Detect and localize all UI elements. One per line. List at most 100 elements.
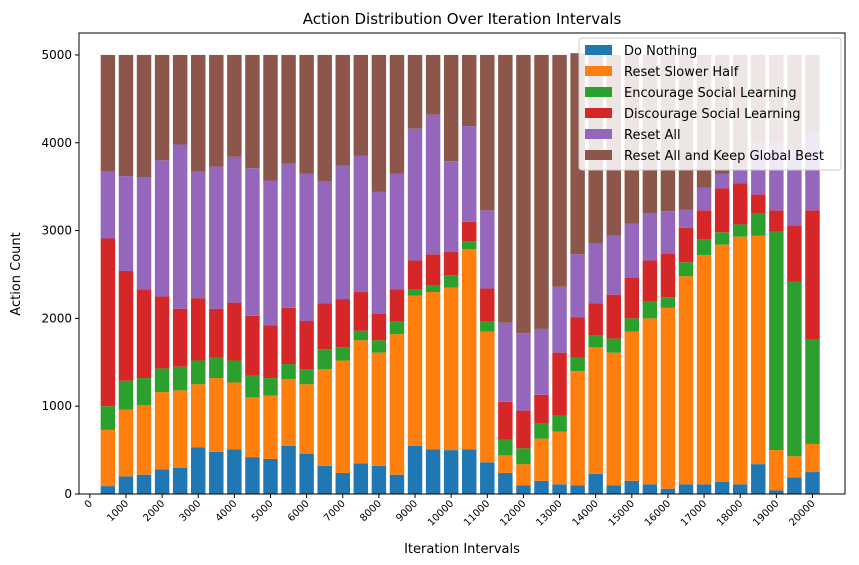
bar-segment-4-12	[317, 181, 332, 304]
bar-segment-1-5	[191, 384, 206, 448]
bar-segment-0-10	[281, 445, 296, 494]
bar-segment-4-29	[624, 223, 640, 278]
x-tick-label: 3000	[178, 498, 204, 524]
bar-segment-0-19	[443, 450, 459, 494]
bar-segment-5-11	[299, 54, 314, 174]
bar-segment-0-25	[552, 484, 567, 494]
bar-segment-5-12	[317, 54, 332, 182]
bar-segment-4-15	[371, 191, 387, 314]
bar-segment-3-6	[209, 308, 224, 358]
bar-segment-3-30	[642, 260, 658, 302]
bar-segment-2-21	[480, 321, 495, 332]
bar-segment-2-35	[732, 224, 748, 237]
bar-segment-5-2	[136, 54, 152, 178]
x-tick-label: 19000	[751, 498, 781, 528]
bar-segment-2-12	[317, 349, 332, 370]
bar-segment-5-3	[154, 54, 170, 161]
bar-segment-3-8	[245, 315, 260, 376]
bar-segment-1-18	[425, 292, 441, 450]
bar-segment-2-10	[281, 364, 296, 379]
bar-segment-3-21	[480, 288, 495, 322]
bar-segment-3-24	[534, 394, 549, 424]
bar-segment-1-3	[154, 392, 170, 470]
bar-segment-3-11	[299, 321, 314, 370]
chart-title: Action Distribution Over Iteration Inter…	[303, 10, 622, 28]
bar-segment-5-9	[263, 54, 278, 181]
bar-segment-1-22	[498, 455, 513, 473]
bar-segment-5-23	[516, 54, 531, 334]
bar-segment-0-38	[787, 477, 802, 494]
bar-segment-3-7	[227, 302, 242, 361]
bar-segment-3-27	[588, 303, 603, 336]
bar-segment-2-23	[516, 448, 531, 465]
bar-segment-0-18	[425, 449, 441, 494]
bar-segment-5-8	[245, 54, 260, 169]
bar-segment-2-34	[714, 232, 730, 245]
legend: Do Nothing Reset Slower Half Encourage Soc…	[578, 37, 842, 171]
bar-segment-5-17	[407, 54, 423, 129]
bar-segment-5-18	[425, 54, 441, 115]
bar-segment-3-19	[443, 251, 459, 276]
bar-segment-2-26	[570, 357, 585, 372]
bar-segment-3-22	[498, 401, 513, 440]
bar-segment-5-25	[552, 54, 567, 287]
bar-segment-3-15	[371, 313, 387, 341]
bar-segment-1-33	[696, 255, 712, 485]
bar-segment-0-8	[245, 457, 260, 494]
bar-segment-0-37	[769, 490, 784, 494]
bar-segment-2-32	[678, 262, 694, 277]
legend-swatch	[585, 45, 612, 55]
bar-segment-5-19	[443, 54, 459, 162]
bar-segment-2-6	[209, 357, 224, 379]
y-tick-label: 1000	[41, 399, 72, 413]
bar-segment-2-8	[245, 375, 260, 398]
bar-segment-5-10	[281, 54, 296, 164]
bar-segment-1-20	[462, 249, 477, 450]
bar-segment-2-33	[696, 239, 712, 256]
bar-segment-1-1	[118, 409, 134, 477]
bar-segment-4-23	[516, 333, 531, 411]
bar-segment-3-34	[714, 188, 730, 233]
legend-label: Reset Slower Half	[624, 65, 739, 80]
bar-segment-4-34	[714, 173, 730, 189]
x-tick-label: 4000	[214, 498, 240, 524]
bar-segment-3-1	[118, 270, 134, 381]
y-ticks: 0 1000 2000 3000 4000 5000	[41, 48, 79, 501]
bar-segment-2-39	[805, 339, 820, 444]
x-ticks: 0 1000 2000 3000 4000 5000 6000 7000 8000 9000 100…	[83, 494, 818, 529]
bar-segment-3-31	[660, 253, 676, 298]
bar-segment-2-7	[227, 360, 242, 383]
bar-segment-2-1	[118, 380, 134, 410]
bar-segment-0-24	[534, 480, 549, 494]
x-tick-label: 12000	[498, 498, 528, 528]
bar-segment-5-4	[172, 54, 188, 145]
bar-segment-4-9	[263, 180, 278, 326]
legend-label: Encourage Social Learning	[624, 86, 797, 101]
y-tick-label: 2000	[41, 311, 72, 325]
bar-segment-5-24	[534, 54, 549, 329]
bar-segment-2-27	[588, 335, 603, 348]
bar-segment-4-17	[407, 128, 423, 261]
bar-segment-4-13	[335, 165, 350, 300]
bar-segment-5-15	[371, 54, 387, 192]
bar-segment-3-26	[570, 317, 585, 358]
legend-swatch	[585, 87, 612, 97]
bar-segment-2-36	[751, 213, 766, 236]
bar-segment-4-0	[100, 171, 116, 239]
bar-segment-0-12	[317, 465, 332, 494]
bar-segment-0-14	[353, 463, 369, 494]
bar-segment-4-20	[462, 126, 477, 222]
bar-segment-1-25	[552, 431, 567, 485]
x-tick-label: 5000	[250, 498, 276, 524]
bar-segment-3-4	[172, 308, 188, 367]
bar-segment-2-31	[660, 297, 676, 308]
bar-segment-4-8	[245, 168, 260, 316]
bar-segment-3-17	[407, 260, 423, 290]
x-tick-label: 8000	[358, 498, 384, 524]
bar-segment-3-5	[191, 298, 206, 361]
legend-swatch	[585, 129, 612, 139]
bar-segment-1-9	[263, 395, 278, 459]
x-tick-label: 18000	[715, 498, 745, 528]
bar-segment-1-2	[136, 405, 152, 475]
